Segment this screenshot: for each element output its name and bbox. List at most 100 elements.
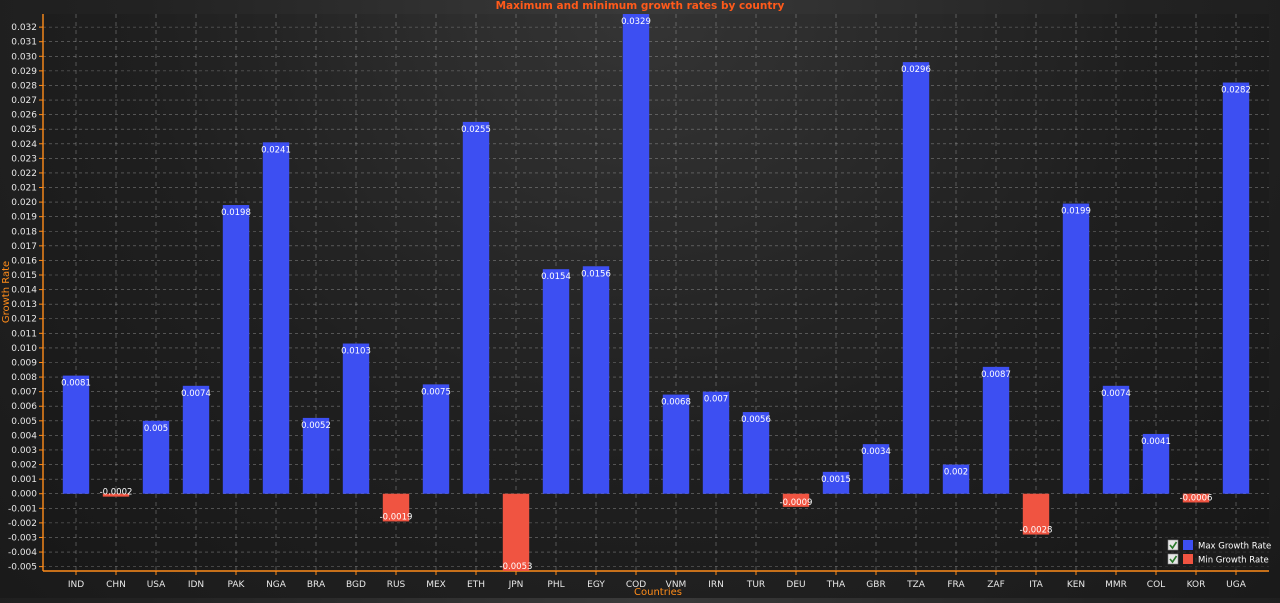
bar-nga	[262, 142, 290, 494]
bar-value-label: 0.0198	[221, 208, 251, 218]
bar-fra	[942, 464, 970, 494]
bar-value-label: 0.0068	[661, 398, 691, 408]
bar-eth	[462, 121, 490, 494]
bar-ken	[1062, 203, 1090, 494]
y-tick-label: 0.006	[11, 402, 37, 412]
bar-value-label: 0.0081	[61, 379, 91, 389]
bar-jpn	[502, 493, 530, 571]
bar-value-label: 0.0015	[821, 475, 851, 485]
y-tick-label: 0.027	[11, 96, 37, 106]
bar-usa	[142, 420, 170, 494]
x-tick-label: USA	[147, 580, 166, 590]
y-tick-label: -0.004	[8, 548, 37, 558]
bar-value-label: 0.0296	[901, 65, 931, 75]
y-tick-label: 0.016	[11, 256, 37, 266]
y-tick-label: 0.008	[11, 373, 37, 383]
checkmark-icon	[1169, 541, 1178, 550]
bar-uga	[1222, 82, 1250, 494]
bar-value-label: 0.005	[144, 424, 168, 434]
checkmark-icon	[1169, 555, 1178, 564]
bar-value-label: 0.0074	[1101, 389, 1131, 399]
bar-ind	[62, 375, 90, 494]
x-tick-label: KEN	[1067, 580, 1085, 590]
legend-checkbox-max[interactable]	[1167, 539, 1179, 551]
x-tick-label: IRN	[708, 580, 724, 590]
legend-label: Max Growth Rate	[1198, 542, 1271, 552]
legend-checkbox-min[interactable]	[1167, 553, 1179, 565]
x-tick-label: DEU	[786, 580, 805, 590]
bar-value-label: 0.0103	[341, 347, 371, 357]
bar-egy	[582, 266, 610, 494]
y-tick-label: 0.031	[11, 38, 37, 48]
x-tick-label: EGY	[587, 580, 605, 590]
bar-gbr	[862, 444, 890, 494]
y-tick-label: 0.029	[11, 67, 37, 77]
y-tick-label: 0.028	[11, 81, 37, 91]
y-tick-label: 0.017	[11, 242, 37, 252]
x-tick-label: IDN	[188, 580, 204, 590]
y-tick-label: 0.007	[11, 388, 37, 398]
y-tick-label: 0.024	[11, 140, 37, 150]
y-tick-label: 0.005	[11, 417, 37, 427]
bar-kor	[1182, 493, 1210, 503]
y-tick-label: 0.018	[11, 227, 37, 237]
y-tick-label: -0.003	[8, 533, 37, 543]
bar-value-label: 0.0087	[981, 370, 1011, 380]
bar-cod	[622, 14, 650, 494]
bar-value-label: -0.0006	[1180, 493, 1213, 503]
bar-value-label: 0.0282	[1221, 86, 1251, 96]
x-tick-label: GBR	[866, 580, 885, 590]
bar-value-label: 0.0154	[541, 272, 571, 282]
x-tick-label: THA	[826, 580, 846, 590]
y-tick-label: 0.000	[11, 490, 37, 500]
bar-irn	[702, 391, 730, 494]
bar-tha	[822, 471, 850, 494]
y-tick-label: 0.026	[11, 111, 37, 121]
bar-deu	[782, 493, 810, 507]
chart-title: Maximum and minimum growth rates by coun…	[496, 0, 785, 12]
bar-value-label: -0.0053	[500, 562, 533, 572]
x-tick-label: ZAF	[987, 580, 1005, 590]
y-tick-label: -0.001	[8, 504, 37, 514]
bar-pak	[222, 205, 250, 494]
x-tick-label: PHL	[547, 580, 564, 590]
x-tick-label: KOR	[1187, 580, 1206, 590]
bar-value-label: 0.002	[944, 468, 968, 478]
x-tick-label: MEX	[426, 580, 446, 590]
y-tick-label: 0.014	[11, 286, 37, 296]
bar-chn	[102, 493, 130, 497]
y-tick-label: 0.030	[11, 52, 37, 62]
y-tick-label: -0.002	[8, 519, 37, 529]
y-tick-label: 0.013	[11, 300, 37, 310]
y-tick-label: 0.025	[11, 125, 37, 135]
y-tick-label: 0.002	[11, 461, 37, 471]
bar-mmr	[1102, 385, 1130, 494]
bar-value-label: 0.0156	[581, 269, 611, 279]
bar-value-label: 0.0041	[1141, 437, 1171, 447]
bar-idn	[182, 385, 210, 494]
bar-value-label: -0.0002	[100, 488, 133, 498]
x-tick-label: UGA	[1226, 580, 1247, 590]
bar-ita	[1022, 493, 1050, 535]
x-tick-label: TUR	[746, 580, 765, 590]
bar-phl	[542, 269, 570, 494]
y-tick-label: 0.020	[11, 198, 37, 208]
bar-zaf	[982, 366, 1010, 494]
x-tick-label: RUS	[387, 580, 406, 590]
y-tick-label: 0.003	[11, 446, 37, 456]
y-tick-label: 0.001	[11, 475, 37, 485]
y-tick-label: 0.009	[11, 358, 37, 368]
y-tick-label: 0.023	[11, 154, 37, 164]
y-tick-label: 0.004	[11, 431, 37, 441]
x-tick-label: BRA	[307, 580, 326, 590]
y-tick-label: 0.012	[11, 315, 37, 325]
bar-bra	[302, 417, 330, 494]
bar-value-label: -0.0028	[1020, 526, 1053, 536]
bar-bgd	[342, 343, 370, 494]
bar-tza	[902, 62, 930, 494]
y-tick-label: 0.011	[11, 329, 37, 339]
x-tick-label: JPN	[508, 580, 524, 590]
bar-mex	[422, 384, 450, 494]
x-tick-label: CHN	[106, 580, 126, 590]
x-tick-label: FRA	[947, 580, 965, 590]
